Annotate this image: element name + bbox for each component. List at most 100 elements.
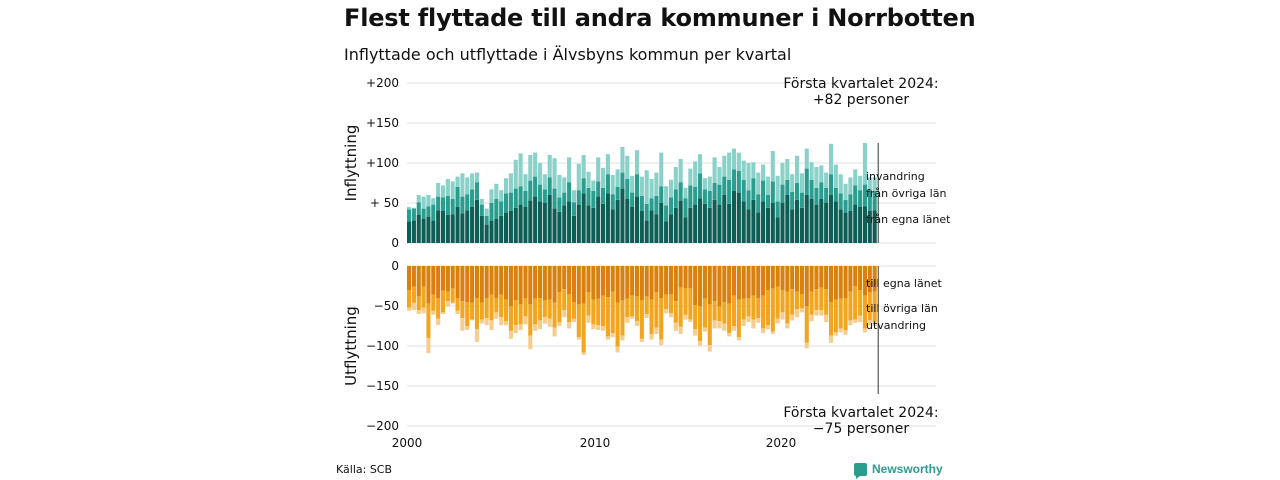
bar-segment <box>790 174 795 192</box>
bar-segment <box>804 148 809 169</box>
bar-segment <box>819 287 824 310</box>
bar-segment <box>804 266 809 306</box>
bar-segment <box>673 207 678 243</box>
bar-segment <box>547 299 552 319</box>
bar-segment <box>591 191 596 208</box>
bar-segment <box>499 215 504 243</box>
bar-segment <box>474 329 479 342</box>
bar-segment <box>761 201 766 243</box>
bar-segment <box>727 303 732 334</box>
bar-segment <box>533 152 538 177</box>
bar-segment <box>581 155 586 179</box>
bar-segment <box>838 209 843 243</box>
bar-segment <box>605 174 610 194</box>
bar-segment <box>698 306 703 342</box>
bar-segment <box>717 306 722 322</box>
bar-segment <box>504 321 509 326</box>
bar-segment <box>504 299 509 322</box>
bar-segment <box>765 290 770 326</box>
bar-segment <box>751 162 756 179</box>
bar-segment <box>673 167 678 190</box>
bar-segment <box>571 190 576 203</box>
bar-segment <box>741 266 746 299</box>
bar-segment <box>552 266 557 303</box>
bar-segment <box>668 313 673 318</box>
bar-segment <box>736 192 741 243</box>
bar-segment <box>411 220 416 243</box>
bar-segment <box>828 174 834 195</box>
bar-segment <box>630 295 635 317</box>
bar-segment <box>809 266 814 292</box>
bar-segment <box>431 198 436 205</box>
bar-segment <box>698 173 703 199</box>
bar-segment <box>542 266 547 301</box>
bar-segment <box>727 333 732 337</box>
bar-segment <box>853 169 858 186</box>
bar-segment <box>853 319 858 323</box>
bar-segment <box>668 214 673 243</box>
bar-segment <box>489 203 494 221</box>
bar-segment <box>664 309 669 314</box>
bar-segment <box>785 159 790 180</box>
bar-segment <box>736 171 741 193</box>
bar-segment <box>465 326 470 330</box>
bar-segment <box>731 326 737 331</box>
bar-segment <box>862 295 867 329</box>
bar-segment <box>445 179 450 196</box>
bar-segment <box>557 322 562 326</box>
bar-segment <box>702 266 707 299</box>
bar-segment <box>838 266 843 299</box>
bar-segment <box>489 320 494 330</box>
bar-segment <box>853 286 858 320</box>
bar-segment <box>450 288 455 303</box>
bar-segment <box>824 187 829 203</box>
bar-segment <box>479 266 484 303</box>
y-tick-label: −200 <box>366 419 399 433</box>
bar-segment <box>775 286 780 319</box>
bar-segment <box>756 194 761 213</box>
series-label: till egna länet <box>866 277 942 290</box>
bar-segment <box>460 173 465 197</box>
bar-segment <box>576 204 581 243</box>
bar-segment <box>499 190 504 202</box>
bar-segment <box>436 266 441 298</box>
bar-segment <box>615 199 620 243</box>
bar-segment <box>683 314 688 320</box>
bar-segment <box>780 203 785 243</box>
bar-segment <box>799 207 804 243</box>
bar-segment <box>727 203 732 243</box>
bar-segment <box>494 219 499 243</box>
bar-segment <box>731 295 737 326</box>
bar-segment <box>824 266 829 290</box>
bar-segment <box>407 266 412 290</box>
bar-segment <box>790 266 795 290</box>
bar-segment <box>862 184 867 207</box>
bar-segment <box>634 321 640 326</box>
bar-segment <box>707 191 712 208</box>
series-label: från egna länet <box>866 213 951 226</box>
bar-segment <box>601 295 606 326</box>
bar-segment <box>853 204 858 243</box>
bar-segment <box>605 297 610 337</box>
bar-segment <box>455 310 460 314</box>
bar-segment <box>765 207 770 243</box>
bar-segment <box>411 286 416 303</box>
x-tick-label: 2020 <box>766 436 797 450</box>
bar-segment <box>562 192 567 206</box>
bar-segment <box>872 322 877 326</box>
bar-segment <box>571 302 576 319</box>
bar-segment <box>722 302 727 324</box>
bar-segment <box>557 175 562 198</box>
bar-segment <box>731 148 737 170</box>
bar-segment <box>465 266 470 302</box>
bar-segment <box>828 266 834 302</box>
bar-segment <box>523 316 528 325</box>
bar-segment <box>547 195 552 243</box>
bar-segment <box>678 326 683 334</box>
bar-segment <box>824 203 829 243</box>
bar-segment <box>702 189 707 204</box>
bar-segment <box>707 345 712 352</box>
bar-segment <box>644 266 649 297</box>
bar-segment <box>698 198 703 243</box>
bar-segment <box>639 338 644 342</box>
